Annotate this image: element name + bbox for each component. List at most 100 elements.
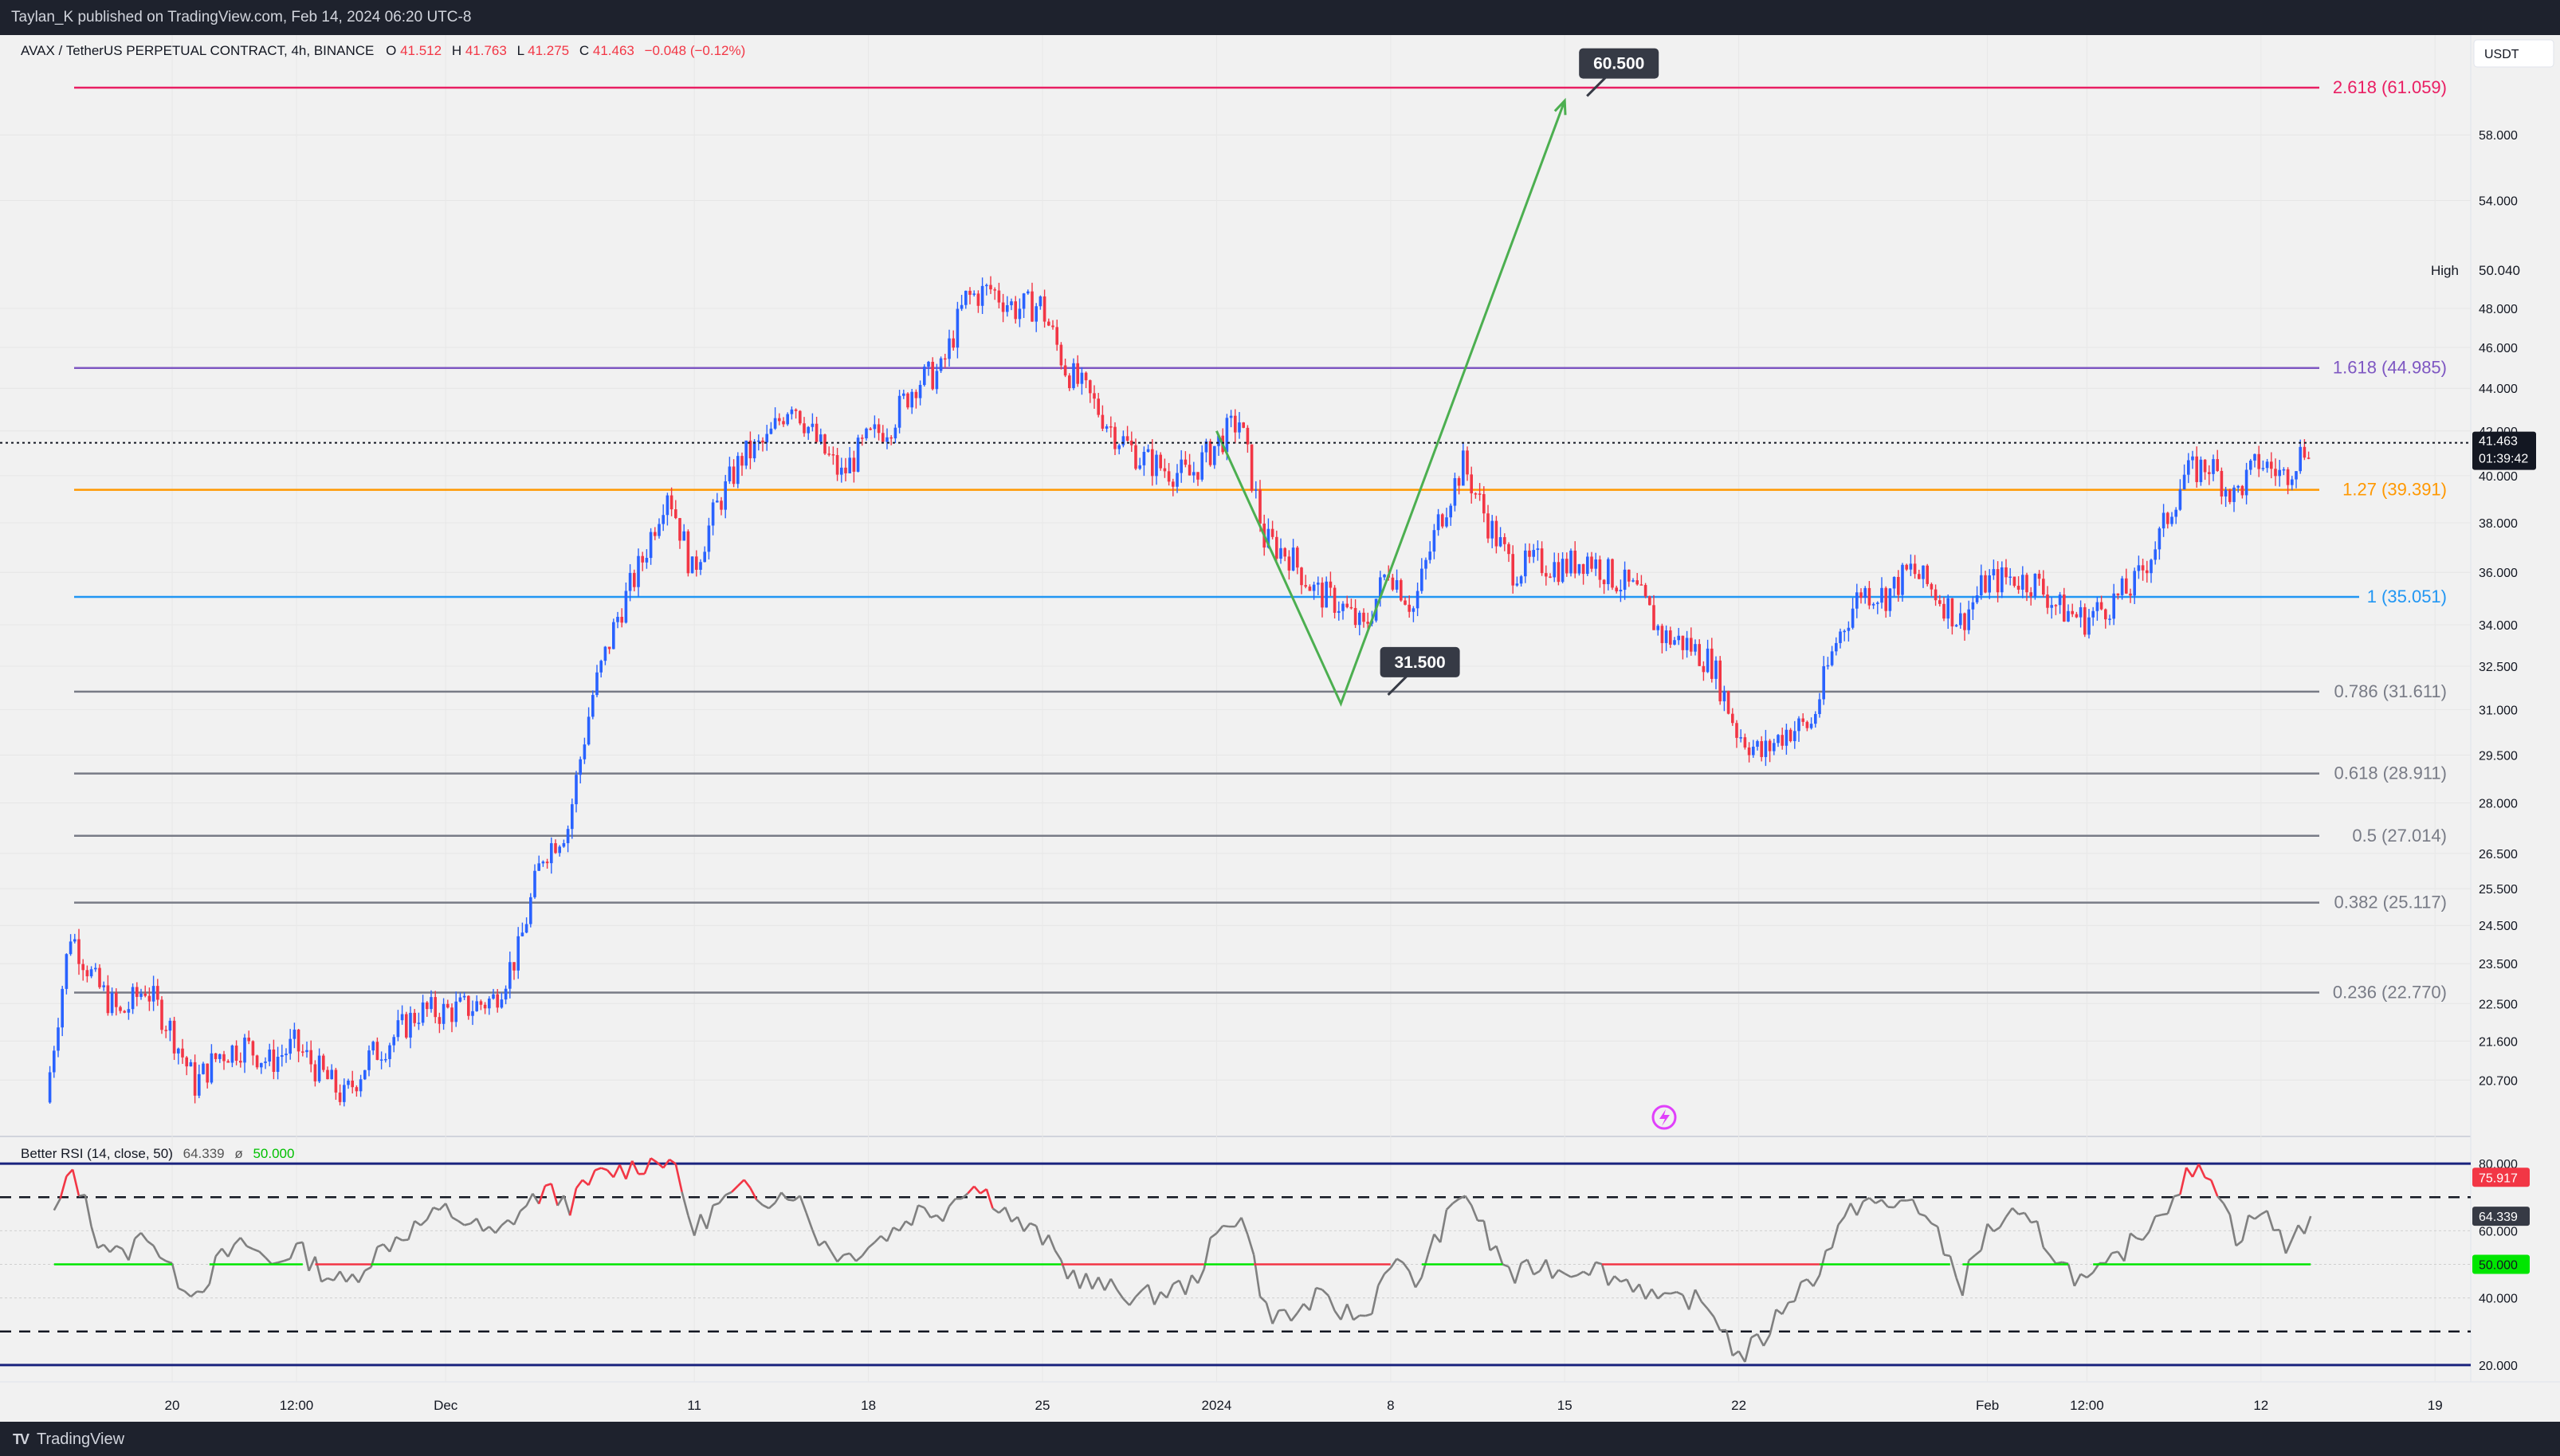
candle-body xyxy=(53,1050,56,1073)
candle-body xyxy=(1146,449,1150,452)
rsi-segment xyxy=(1215,1225,1224,1234)
candle-body xyxy=(2150,559,2153,574)
candle-body xyxy=(649,532,653,559)
candle-body xyxy=(471,1011,474,1016)
rsi-segment xyxy=(53,1198,61,1211)
currency-box[interactable] xyxy=(2473,39,2554,68)
candle-body xyxy=(2236,485,2240,488)
chart-svg[interactable]: 2.618 (61.059) 1.618 (44.985) 1.27 (39.391… xyxy=(0,35,2560,1422)
candle-body xyxy=(1918,574,1921,579)
candle-body xyxy=(554,843,557,854)
candle-body xyxy=(757,440,760,442)
candle-body xyxy=(1602,579,1606,584)
candle-body xyxy=(1818,699,1821,714)
time-tick-label: 11 xyxy=(687,1398,701,1413)
price-tick-label: 46.000 xyxy=(2479,342,2518,355)
price-scale[interactable] xyxy=(2471,35,2560,1374)
candle-body xyxy=(658,524,661,536)
rsi-segment xyxy=(973,1185,981,1195)
candle-body xyxy=(2095,602,2099,611)
price-series xyxy=(48,276,2311,1107)
open-value: 41.512 xyxy=(400,43,442,58)
candle-body xyxy=(752,441,756,459)
chart-area[interactable]: 2.618 (61.059) 1.618 (44.985) 1.27 (39.391… xyxy=(0,35,2560,1422)
rsi-segment xyxy=(1930,1222,1938,1228)
rsi-segment xyxy=(2048,1254,2057,1265)
price-tick-label: 38.000 xyxy=(2479,517,2518,531)
rsi-segment xyxy=(457,1219,465,1226)
candle-body xyxy=(1515,583,1519,586)
fib-levels[interactable]: 2.618 (61.059) 1.618 (44.985) 1.27 (39.391… xyxy=(74,77,2447,1003)
candle-body xyxy=(1639,584,1643,586)
candle-body xyxy=(918,385,922,398)
candle-body xyxy=(1308,587,1312,591)
candle-body xyxy=(181,1048,184,1058)
candle-body xyxy=(1718,660,1722,702)
rsi-pane[interactable] xyxy=(0,1135,2471,1374)
candle-body xyxy=(2116,593,2120,595)
rsi-legend[interactable]: Better RSI (14, close, 50) 64.339 ø 50.0… xyxy=(21,1146,294,1161)
callouts[interactable]: 60.500 31.500 xyxy=(1380,48,1659,696)
rsi-segment xyxy=(885,1226,894,1242)
price-pane[interactable] xyxy=(0,35,2471,1135)
rsi-segment xyxy=(2284,1238,2293,1254)
candle-body xyxy=(1408,604,1411,612)
candle-body xyxy=(479,1001,483,1005)
rsi-mid: 50.000 xyxy=(253,1146,294,1161)
footer-bar: TV TradingView xyxy=(0,1422,2560,1456)
candle-body xyxy=(296,1030,300,1052)
candle-body xyxy=(720,500,723,510)
rsi-segment xyxy=(1788,1300,1796,1304)
tradingview-logo[interactable]: TV TradingView xyxy=(13,1429,140,1450)
rsi-segment xyxy=(345,1273,354,1283)
candle-body xyxy=(599,661,603,673)
candle-body xyxy=(1519,576,1523,584)
candle-body xyxy=(2125,578,2128,594)
candle-body xyxy=(744,440,748,466)
price-tick-label: 25.500 xyxy=(2479,883,2518,897)
rsi-segment xyxy=(1116,1289,1125,1300)
candle-body xyxy=(492,994,495,999)
rsi-segment xyxy=(1384,1267,1392,1275)
candle-body xyxy=(1859,592,1863,598)
symbol-legend[interactable]: AVAX / TetherUS PERPETUAL CONTRACT, 4h, … xyxy=(21,43,745,58)
rsi-segment xyxy=(2086,1271,2095,1279)
rsi-segment xyxy=(221,1247,230,1258)
rsi-segment xyxy=(1725,1329,1734,1356)
candle-body xyxy=(2249,460,2252,470)
rsi-segment xyxy=(90,1226,99,1249)
candle-body xyxy=(475,1001,478,1011)
rsi-segment xyxy=(1831,1224,1840,1249)
lightning-icon[interactable] xyxy=(1651,1105,1677,1130)
candle-body xyxy=(889,437,893,439)
candle-body xyxy=(1922,565,1925,579)
candle-body xyxy=(504,988,508,1000)
candle-body xyxy=(1466,450,1469,475)
candle-body xyxy=(417,1022,421,1024)
rsi-segment xyxy=(121,1248,130,1262)
candle-body xyxy=(2303,446,2307,458)
candle-body xyxy=(1954,625,1958,627)
candle-body xyxy=(1325,581,1328,608)
rsi-segment xyxy=(1420,1254,1429,1277)
rsi-segment xyxy=(357,1270,366,1283)
rsi-segment xyxy=(2303,1215,2312,1234)
last-price-badge[interactable] xyxy=(2472,431,2536,470)
time-scale[interactable] xyxy=(0,1382,2560,1422)
candle-body xyxy=(1097,398,1100,415)
rsi-segment xyxy=(1732,1350,1740,1357)
rsi-label: Better RSI (14, close, 50) xyxy=(21,1146,173,1161)
rsi-badge xyxy=(2472,1254,2530,1274)
candle-body xyxy=(603,646,607,661)
rsi-segment xyxy=(855,1254,863,1262)
rsi-segment xyxy=(1284,1309,1293,1322)
projection-arrow[interactable] xyxy=(1215,97,1567,707)
candle-body xyxy=(1797,718,1800,732)
candle-body xyxy=(1581,563,1585,575)
candle-body xyxy=(703,551,706,563)
candle-body xyxy=(281,1055,284,1058)
candle-body xyxy=(686,531,690,574)
time-tick-label: 2024 xyxy=(1201,1398,1231,1413)
rsi-segment xyxy=(1564,1272,1572,1278)
